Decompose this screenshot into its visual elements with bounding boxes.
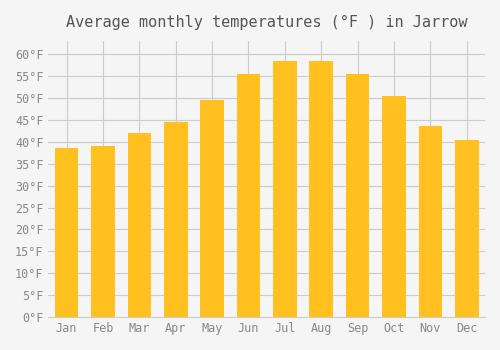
Bar (128, 133, 151, 317)
Bar (200, 100, 224, 317)
Bar (382, 96, 406, 317)
Bar (346, 74, 370, 317)
Bar (310, 61, 333, 317)
Bar (54, 148, 78, 317)
Bar (91, 146, 115, 317)
Title: Average monthly temperatures (°F ) in Jarrow: Average monthly temperatures (°F ) in Ja… (66, 15, 468, 30)
Bar (273, 61, 296, 317)
Bar (164, 122, 188, 317)
Bar (418, 126, 442, 317)
Bar (455, 140, 478, 317)
Bar (236, 74, 260, 317)
